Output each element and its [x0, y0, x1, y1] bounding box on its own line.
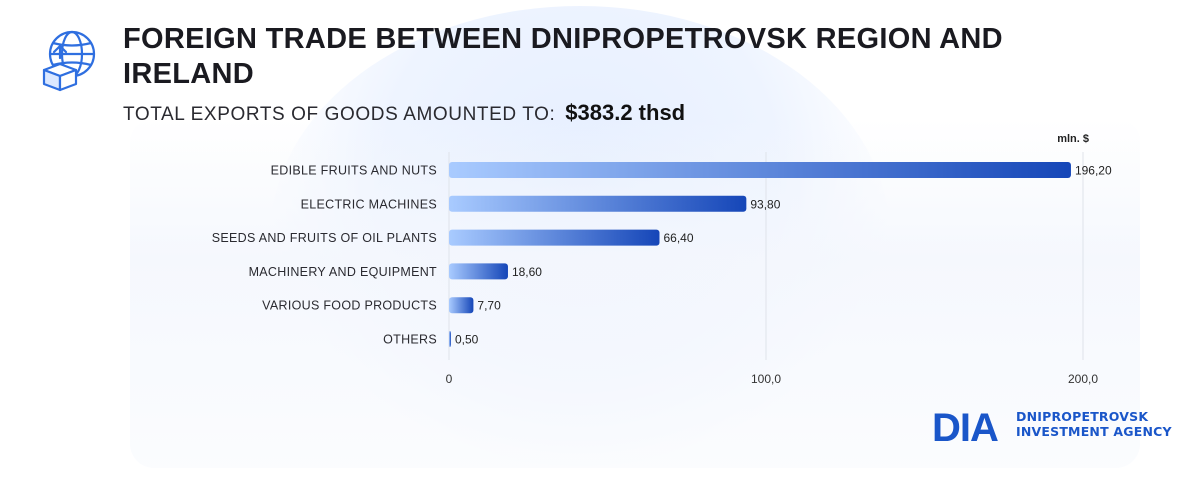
- data-label: 196,20: [1075, 164, 1112, 178]
- logo-mark: DIA: [932, 406, 998, 446]
- x-tick-label: 100,0: [751, 372, 781, 386]
- data-label: 93,80: [750, 197, 780, 211]
- data-label: 18,60: [512, 265, 542, 279]
- bar: [449, 297, 474, 314]
- category-label: OTHERS: [383, 333, 437, 347]
- bar: [449, 263, 508, 280]
- logo-line-1: DNIPROPETROVSK: [1016, 409, 1149, 424]
- subtitle: TOTAL EXPORTS OF GOODS AMOUNTED TO: $383…: [123, 100, 685, 126]
- subtitle-label: TOTAL EXPORTS OF GOODS AMOUNTED TO:: [123, 104, 556, 125]
- bar: [449, 162, 1071, 178]
- category-label: VARIOUS FOOD PRODUCTS: [262, 299, 437, 313]
- bar: [449, 229, 660, 246]
- logo-text: DNIPROPETROVSK INVESTMENT AGENCY: [1016, 409, 1172, 439]
- total-exports-value: $383.2 thsd: [565, 100, 686, 125]
- page-title: FOREIGN TRADE BETWEEN DNIPROPETROVSK REG…: [123, 23, 1003, 90]
- data-label: 66,40: [663, 231, 693, 245]
- globe-export-icon: [42, 30, 96, 92]
- data-label: 7,70: [477, 299, 501, 313]
- category-label: ELECTRIC MACHINES: [301, 197, 437, 211]
- logo-line-2: INVESTMENT AGENCY: [1016, 424, 1172, 439]
- bar: [449, 195, 747, 212]
- data-label: 0,50: [455, 333, 479, 347]
- x-tick-label: 200,0: [1068, 372, 1098, 386]
- category-label: SEEDS AND FRUITS OF OIL PLANTS: [212, 231, 437, 245]
- category-label: EDIBLE FRUITS AND NUTS: [271, 164, 437, 178]
- x-tick-label: 0: [446, 372, 453, 386]
- dia-logo: DIA: [932, 406, 999, 446]
- unit-label: mln. $: [1057, 133, 1089, 145]
- bar: [449, 331, 451, 347]
- category-label: MACHINERY AND EQUIPMENT: [249, 265, 437, 279]
